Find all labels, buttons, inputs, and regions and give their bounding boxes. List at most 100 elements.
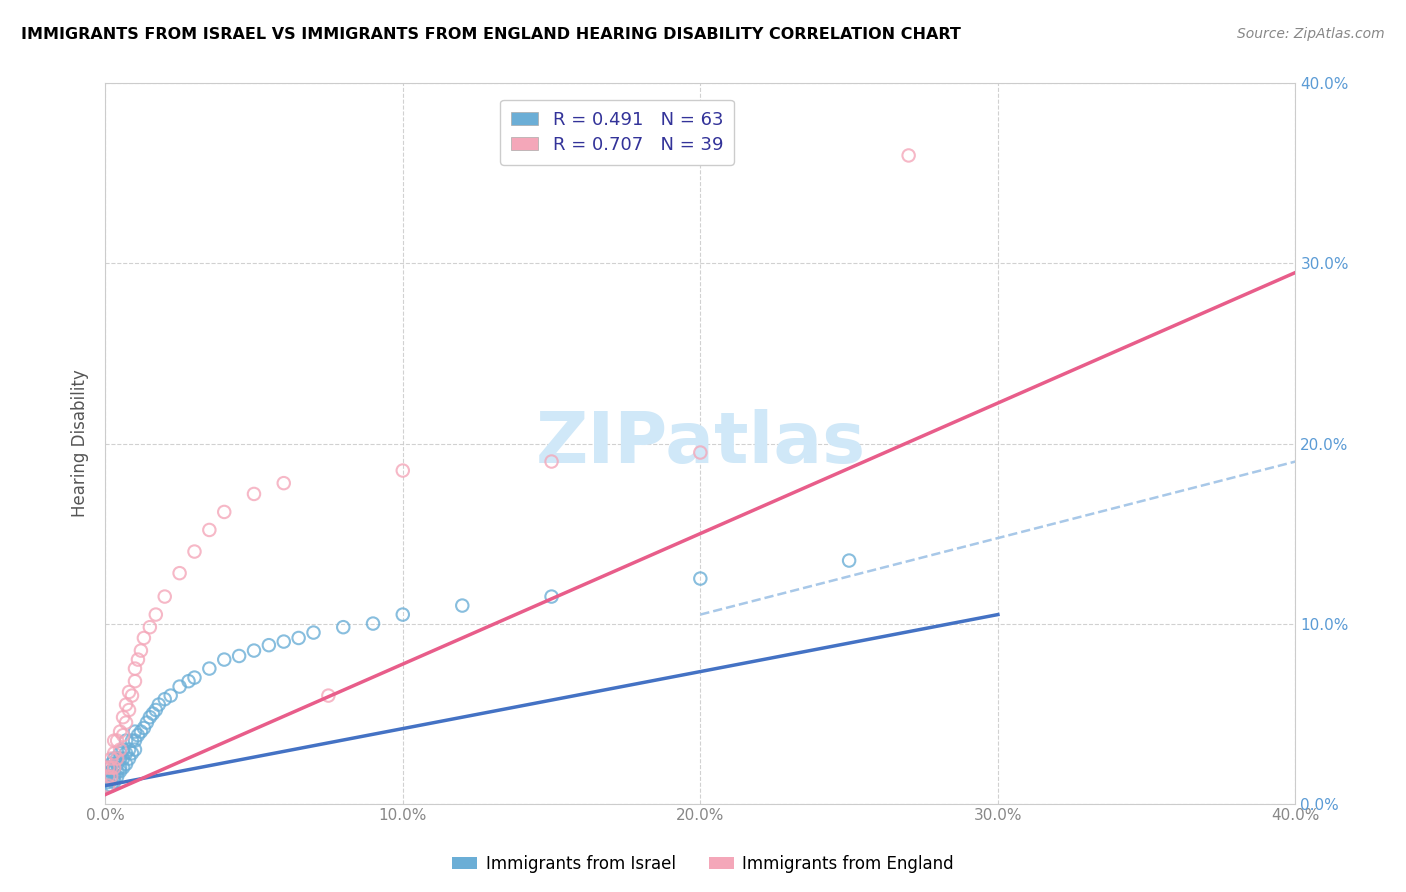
Text: IMMIGRANTS FROM ISRAEL VS IMMIGRANTS FROM ENGLAND HEARING DISABILITY CORRELATION: IMMIGRANTS FROM ISRAEL VS IMMIGRANTS FRO…	[21, 27, 960, 42]
Point	[108, 724, 131, 739]
Point	[273, 634, 295, 648]
Y-axis label: Hearing Disability: Hearing Disability	[72, 369, 89, 517]
Point	[108, 751, 131, 765]
Point	[103, 751, 125, 765]
Point	[361, 616, 384, 631]
Point	[318, 689, 340, 703]
Point	[124, 742, 146, 756]
Point	[132, 631, 155, 645]
Point	[115, 746, 138, 760]
Point	[115, 733, 138, 747]
Point	[127, 728, 149, 742]
Point	[124, 662, 146, 676]
Point	[129, 643, 152, 657]
Point	[115, 757, 138, 772]
Point	[243, 487, 266, 501]
Point	[124, 733, 146, 747]
Point	[112, 728, 135, 742]
Point	[112, 751, 135, 765]
Point	[273, 476, 295, 491]
Point	[103, 764, 125, 779]
Point	[145, 703, 167, 717]
Point	[124, 724, 146, 739]
Point	[97, 761, 120, 775]
Point	[302, 625, 325, 640]
Point	[105, 764, 128, 779]
Point	[100, 779, 122, 793]
Point	[97, 770, 120, 784]
Point	[100, 757, 122, 772]
Point	[105, 751, 128, 765]
Point	[100, 764, 122, 779]
Point	[243, 643, 266, 657]
Point	[127, 652, 149, 666]
Point	[139, 710, 162, 724]
Point	[115, 698, 138, 712]
Point	[132, 721, 155, 735]
Point	[118, 742, 141, 756]
Point	[97, 779, 120, 793]
Point	[118, 751, 141, 765]
Point	[112, 761, 135, 775]
Point	[148, 698, 170, 712]
Point	[177, 674, 200, 689]
Point	[108, 746, 131, 760]
Point	[689, 572, 711, 586]
Point	[105, 770, 128, 784]
Point	[212, 652, 235, 666]
Point	[257, 638, 280, 652]
Point	[332, 620, 354, 634]
Point	[108, 764, 131, 779]
Point	[100, 770, 122, 784]
Point	[121, 733, 143, 747]
Point	[391, 607, 413, 622]
Point	[103, 761, 125, 775]
Point	[124, 674, 146, 689]
Point	[103, 761, 125, 775]
Point	[100, 751, 122, 765]
Point	[97, 770, 120, 784]
Point	[838, 553, 860, 567]
Point	[121, 746, 143, 760]
Point	[897, 148, 920, 162]
Point	[540, 590, 562, 604]
Point	[153, 590, 176, 604]
Point	[105, 751, 128, 765]
Point	[100, 761, 122, 775]
Point	[198, 662, 221, 676]
Point	[100, 773, 122, 788]
Point	[112, 710, 135, 724]
Point	[183, 671, 205, 685]
Point	[169, 566, 191, 581]
Point	[121, 689, 143, 703]
Point	[118, 685, 141, 699]
Point	[97, 761, 120, 775]
Point	[135, 715, 157, 730]
Legend: R = 0.491   N = 63, R = 0.707   N = 39: R = 0.491 N = 63, R = 0.707 N = 39	[501, 100, 734, 164]
Point	[105, 757, 128, 772]
Point	[115, 715, 138, 730]
Point	[103, 775, 125, 789]
Legend: Immigrants from Israel, Immigrants from England: Immigrants from Israel, Immigrants from …	[446, 848, 960, 880]
Point	[142, 706, 165, 721]
Point	[139, 620, 162, 634]
Point	[183, 544, 205, 558]
Point	[451, 599, 474, 613]
Point	[198, 523, 221, 537]
Point	[212, 505, 235, 519]
Point	[97, 779, 120, 793]
Text: Source: ZipAtlas.com: Source: ZipAtlas.com	[1237, 27, 1385, 41]
Point	[103, 770, 125, 784]
Point	[540, 454, 562, 468]
Point	[108, 742, 131, 756]
Point	[100, 770, 122, 784]
Point	[153, 692, 176, 706]
Point	[112, 742, 135, 756]
Point	[689, 445, 711, 459]
Point	[228, 648, 250, 663]
Text: ZIPatlas: ZIPatlas	[536, 409, 866, 478]
Point	[103, 746, 125, 760]
Point	[103, 733, 125, 747]
Point	[97, 775, 120, 789]
Point	[159, 689, 181, 703]
